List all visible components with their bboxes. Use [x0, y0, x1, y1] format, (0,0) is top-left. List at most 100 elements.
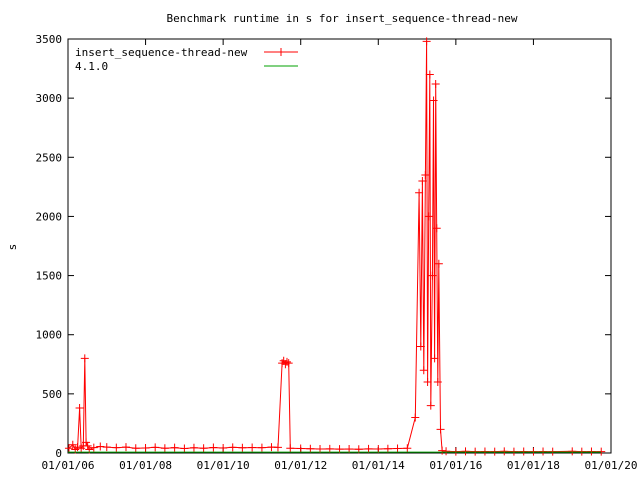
x-tick-label: 01/01/20	[585, 459, 638, 472]
data-point	[284, 359, 293, 368]
x-tick-label: 01/01/18	[507, 459, 560, 472]
data-point	[426, 401, 435, 410]
x-tick-label: 01/01/08	[119, 459, 172, 472]
data-point	[273, 443, 282, 452]
data-point	[306, 444, 315, 453]
legend-marker	[277, 48, 285, 56]
y-tick-label: 3000	[36, 92, 63, 105]
legend-label: insert_sequence-thread-new	[75, 46, 248, 59]
y-tick-label: 1000	[36, 329, 63, 342]
data-point	[577, 447, 586, 456]
data-point	[89, 443, 98, 452]
plot-frame	[67, 38, 612, 454]
data-point	[73, 443, 82, 452]
data-point	[257, 443, 266, 452]
x-tick-label: 01/01/06	[42, 459, 95, 472]
data-point	[279, 356, 288, 365]
data-point	[422, 37, 431, 46]
data-point	[180, 444, 189, 453]
data-point	[228, 443, 237, 452]
data-point	[383, 444, 392, 453]
y-axis-label: s	[6, 244, 19, 251]
y-tick-label: 2000	[36, 210, 63, 223]
y-tick-label: 500	[42, 388, 62, 401]
data-point	[160, 444, 169, 453]
y-tick-label: 1500	[36, 270, 63, 283]
data-point	[282, 357, 291, 366]
data-point	[238, 443, 247, 452]
data-point	[325, 444, 334, 453]
data-point	[421, 171, 430, 180]
data-point	[75, 404, 84, 413]
data-point	[429, 96, 438, 105]
series-line-1	[68, 41, 602, 453]
data-point	[425, 70, 434, 79]
legend-label: 4.1.0	[75, 60, 108, 73]
y-tick-label: 0	[55, 447, 62, 460]
data-point	[423, 378, 432, 387]
data-point	[131, 444, 140, 453]
data-point	[393, 444, 402, 453]
data-point	[529, 447, 538, 456]
data-point	[480, 447, 489, 456]
data-point	[96, 442, 105, 451]
data-point	[471, 447, 480, 456]
data-point	[461, 447, 470, 456]
data-point	[500, 447, 509, 456]
data-point	[587, 447, 596, 456]
data-point	[451, 447, 460, 456]
x-tick-label: 01/01/16	[429, 459, 482, 472]
data-point	[415, 188, 424, 197]
data-point	[121, 443, 130, 452]
data-point	[436, 425, 445, 434]
data-point	[64, 444, 73, 453]
data-point	[199, 444, 208, 453]
data-point	[151, 443, 160, 452]
data-point	[438, 446, 447, 455]
data-point	[112, 443, 121, 452]
data-point	[82, 438, 91, 447]
data-point	[434, 259, 443, 268]
data-point	[568, 447, 577, 456]
data-point	[519, 447, 528, 456]
data-point	[490, 447, 499, 456]
data-point	[419, 366, 428, 375]
data-point	[83, 441, 92, 450]
data-point	[296, 444, 305, 453]
data-point	[189, 443, 198, 452]
data-point	[597, 447, 606, 456]
x-tick-label: 01/01/14	[352, 459, 405, 472]
data-point	[416, 342, 425, 351]
data-point	[170, 443, 179, 452]
data-point	[141, 444, 150, 453]
data-point	[424, 212, 433, 221]
data-point	[248, 443, 257, 452]
data-point	[430, 354, 439, 363]
data-point	[428, 271, 437, 280]
data-point	[431, 79, 440, 88]
data-point	[403, 444, 412, 453]
x-tick-label: 01/01/12	[274, 459, 327, 472]
data-point	[432, 224, 441, 233]
data-point	[68, 440, 77, 449]
data-point	[80, 354, 89, 363]
data-point	[509, 447, 518, 456]
data-point	[364, 444, 373, 453]
data-point	[548, 447, 557, 456]
chart-title: Benchmark runtime in s for insert_sequen…	[167, 12, 518, 25]
y-tick-label: 2500	[36, 151, 63, 164]
data-point	[418, 176, 427, 185]
data-point	[433, 378, 442, 387]
x-tick-label: 01/01/10	[197, 459, 250, 472]
plot-area: 0 500 1000 1500 2000 2500 3000 3500 01/01/06 01/0…	[36, 33, 638, 472]
data-point	[411, 413, 420, 422]
data-point	[209, 443, 218, 452]
data-point	[286, 444, 295, 453]
data-point	[539, 447, 548, 456]
y-tick-label: 3500	[36, 33, 63, 46]
data-point	[102, 443, 111, 452]
data-point	[442, 447, 451, 456]
